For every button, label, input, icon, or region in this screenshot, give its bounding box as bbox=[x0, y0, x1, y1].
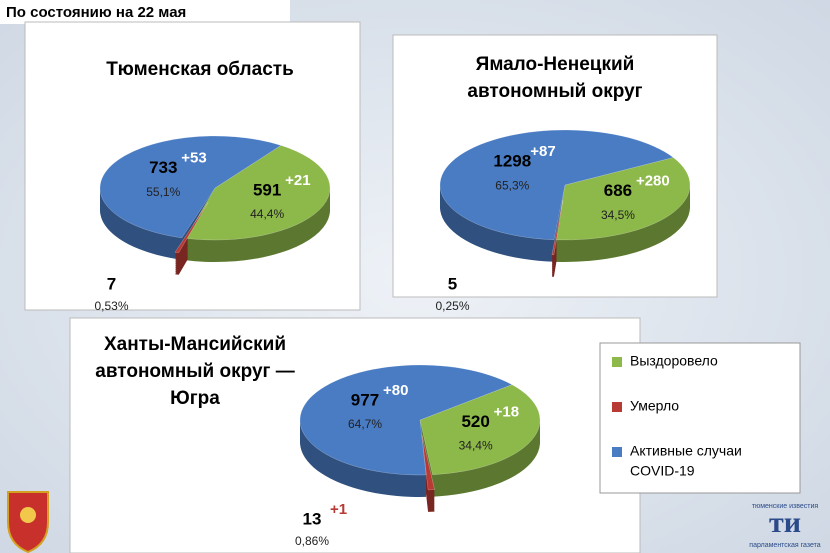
value-label: 591 bbox=[253, 180, 281, 199]
percent-label: 34,5% bbox=[601, 208, 635, 222]
legend-label: COVID-19 bbox=[630, 463, 695, 479]
chart-title: Ямало-Ненецкий bbox=[476, 54, 635, 75]
increment-label: +80 bbox=[383, 382, 408, 399]
slice bbox=[555, 157, 691, 241]
chart-title: Ханты-Мансийский bbox=[104, 334, 286, 355]
percent-label: 55,1% bbox=[146, 185, 180, 199]
increment-label: +21 bbox=[285, 172, 310, 189]
value-label: 733 bbox=[149, 158, 177, 177]
slice bbox=[185, 145, 331, 241]
slice bbox=[299, 364, 513, 476]
value-label: 7 bbox=[107, 274, 116, 293]
percent-label: 0,53% bbox=[94, 299, 128, 313]
increment-label: +280 bbox=[636, 173, 670, 190]
percent-label: 0,86% bbox=[295, 534, 329, 548]
chart-title: автономный округ — bbox=[95, 361, 294, 382]
value-label: 13 bbox=[303, 509, 322, 528]
chart-title: автономный округ bbox=[467, 81, 642, 102]
percent-label: 0,25% bbox=[435, 299, 469, 313]
increment-label: +1 bbox=[330, 501, 347, 518]
header: По состоянию на 22 мая bbox=[6, 4, 186, 21]
logo-bottom: парламентская газета bbox=[749, 542, 820, 549]
slice bbox=[421, 434, 435, 491]
header-bg bbox=[0, 0, 290, 24]
slice bbox=[551, 199, 564, 256]
percent-label: 34,4% bbox=[459, 438, 493, 452]
logo-mark: ти bbox=[769, 506, 801, 539]
value-label: 686 bbox=[604, 181, 632, 200]
percent-label: 64,7% bbox=[348, 417, 382, 431]
legend-label: Выздоровело bbox=[630, 353, 718, 369]
legend-swatch bbox=[612, 447, 622, 457]
legend-swatch bbox=[612, 357, 622, 367]
legend-swatch bbox=[612, 402, 622, 412]
percent-label: 44,4% bbox=[250, 207, 284, 221]
value-label: 520 bbox=[461, 412, 489, 431]
slice bbox=[99, 135, 282, 239]
value-label: 977 bbox=[351, 391, 379, 410]
value-label: 1298 bbox=[493, 152, 531, 171]
value-label: 5 bbox=[448, 274, 457, 293]
increment-label: +87 bbox=[530, 143, 555, 160]
legend-label: Активные случаи bbox=[630, 443, 742, 459]
increment-label: +18 bbox=[494, 403, 519, 420]
emblem bbox=[20, 507, 36, 523]
slice bbox=[419, 384, 541, 475]
logo-top: тюменские известия bbox=[752, 503, 819, 510]
slice bbox=[174, 202, 209, 253]
legend-box bbox=[599, 342, 801, 494]
chart-title: Тюменская область bbox=[106, 59, 294, 80]
chart-title: Югра bbox=[170, 388, 220, 409]
increment-label: +53 bbox=[181, 150, 206, 167]
slice bbox=[439, 129, 674, 241]
percent-label: 65,3% bbox=[495, 178, 529, 192]
legend-label: Умерло bbox=[630, 398, 679, 414]
